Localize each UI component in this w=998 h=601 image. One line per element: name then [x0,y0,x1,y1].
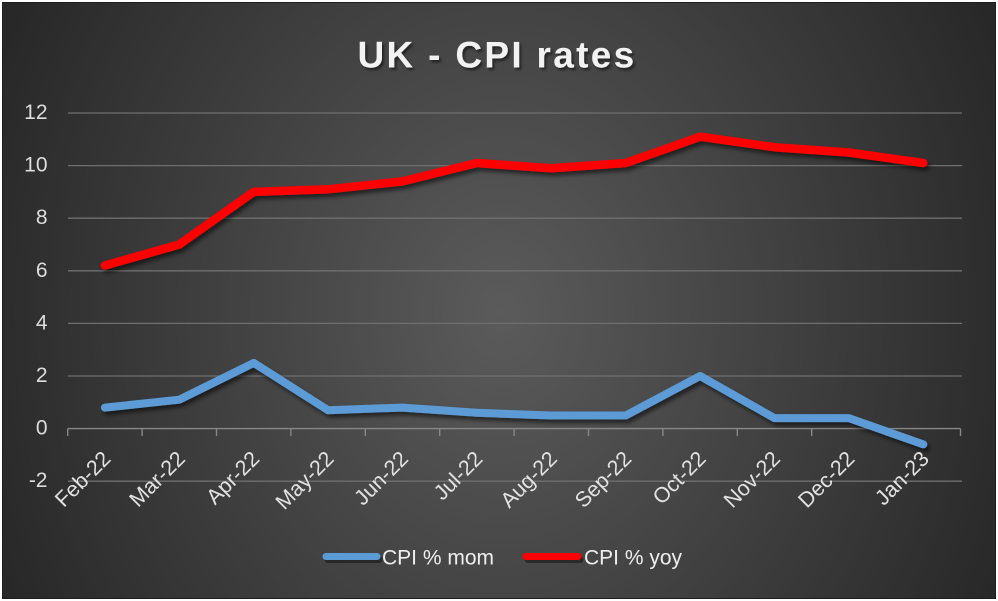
svg-text:UK - CPI rates: UK - CPI rates [358,35,637,76]
svg-text:8: 8 [36,206,48,229]
svg-text:12: 12 [24,101,47,124]
svg-text:Oct-22: Oct-22 [648,447,711,510]
svg-text:-2: -2 [29,469,48,492]
svg-text:Aug-22: Aug-22 [496,447,562,513]
svg-text:Sep-22: Sep-22 [570,447,636,513]
svg-text:May-22: May-22 [271,447,339,515]
svg-text:CPI % mom: CPI % mom [382,547,494,570]
svg-text:0: 0 [36,417,48,440]
svg-text:Mar-22: Mar-22 [125,447,190,512]
svg-text:2: 2 [36,364,48,387]
svg-text:CPI % yoy: CPI % yoy [584,547,683,570]
svg-text:4: 4 [36,311,48,334]
svg-text:Apr-22: Apr-22 [202,447,265,510]
svg-text:Nov-22: Nov-22 [719,447,785,513]
svg-text:Dec-22: Dec-22 [793,447,859,513]
svg-text:Jan-23: Jan-23 [870,447,933,510]
svg-text:6: 6 [36,259,48,282]
svg-text:Feb-22: Feb-22 [50,447,115,512]
svg-text:Jul-22: Jul-22 [429,447,487,505]
svg-text:10: 10 [24,154,47,177]
svg-text:Jun-22: Jun-22 [350,447,413,510]
